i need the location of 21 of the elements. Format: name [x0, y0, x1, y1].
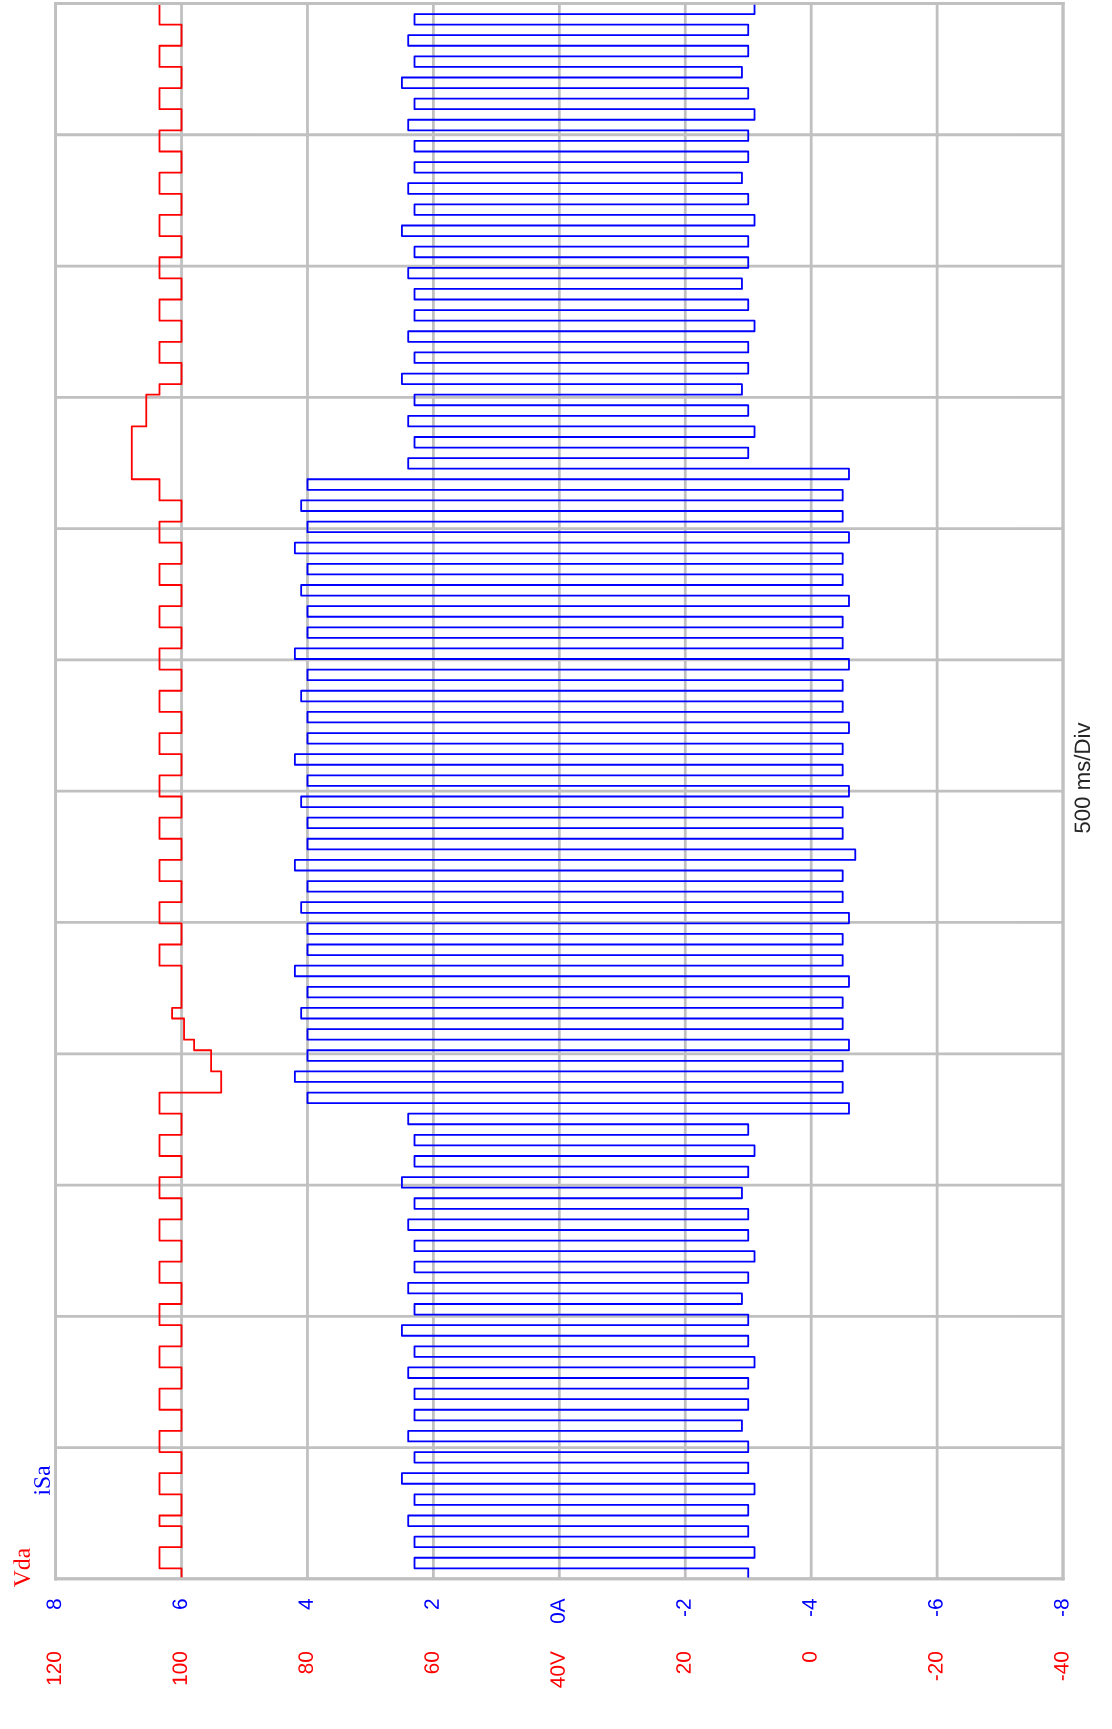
x2-tick-label: 4 [298, 1598, 313, 1610]
x2-tick-label: -4 [802, 1598, 817, 1616]
x-tick-label: 0 [802, 1651, 817, 1662]
text: iSa [34, 1465, 50, 1496]
x-tick-label: 120 [46, 1651, 62, 1685]
x-tick-label: 60 [424, 1651, 439, 1674]
x2-tick-label: -6 [927, 1599, 943, 1616]
x2-tick-label: 2 [424, 1599, 439, 1609]
text: Vda [13, 1548, 31, 1587]
x2-tick-label: -2 [676, 1599, 691, 1616]
x2-tick-label: 6 [172, 1599, 188, 1609]
x-tick-label: 100 [172, 1651, 188, 1685]
x2-tick-label: -8 [1053, 1599, 1069, 1616]
x-tick-label: -40 [1053, 1651, 1069, 1681]
x2-tick-label: 0A [550, 1598, 565, 1624]
x-tick-label: 20 [676, 1651, 691, 1674]
x-tick-label: 40V [550, 1651, 565, 1688]
text: 500 ms/Div [1073, 722, 1091, 833]
x-tick-label: 80 [298, 1651, 314, 1674]
x2-tick-label: 8 [46, 1599, 62, 1610]
x-tick-label: -20 [927, 1651, 943, 1681]
